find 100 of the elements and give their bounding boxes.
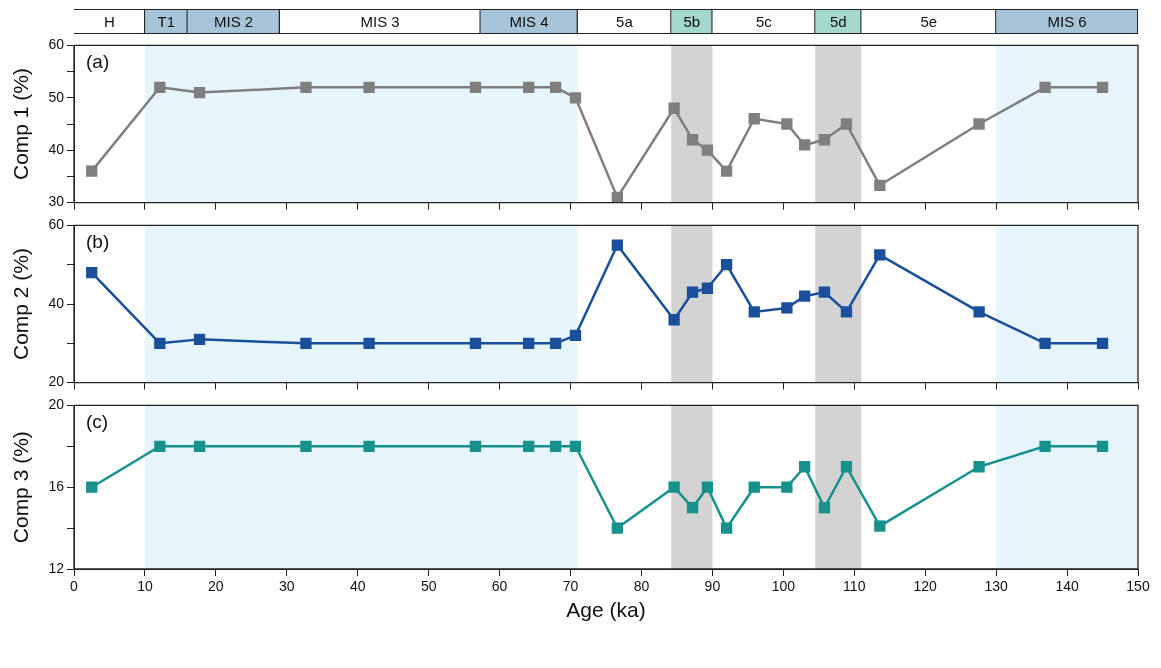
point — [840, 461, 853, 473]
y-axis-title: Comp 1 (%) — [9, 67, 33, 181]
y-tick-label: 20 — [48, 373, 65, 390]
point — [193, 440, 206, 452]
point — [686, 286, 699, 298]
point — [363, 440, 375, 452]
y-tick-label: 12 — [48, 559, 65, 576]
y-axis-title: Comp 2 (%) — [9, 247, 33, 361]
point — [363, 337, 375, 349]
point — [300, 440, 312, 452]
point — [874, 179, 886, 191]
series-label: 5e — [920, 12, 938, 30]
point — [569, 92, 582, 104]
point — [611, 239, 624, 251]
series-label: MIS 2 — [214, 12, 254, 30]
series-label: H — [104, 12, 115, 30]
point — [973, 461, 985, 473]
x-tick-label: 140 — [1055, 578, 1079, 595]
annotation: (b) — [86, 231, 110, 253]
point — [1039, 440, 1051, 452]
point — [569, 440, 582, 452]
x-axis-title: Age (ka) — [566, 598, 646, 622]
point — [523, 440, 535, 452]
point — [469, 337, 482, 349]
point — [720, 259, 733, 271]
y-tick-label: 40 — [48, 294, 65, 311]
annotation: (a) — [86, 51, 110, 73]
x-tick-label: 130 — [984, 578, 1009, 595]
point — [701, 144, 714, 156]
point — [720, 165, 733, 177]
point — [874, 520, 886, 532]
point — [1096, 81, 1109, 93]
point — [1096, 440, 1109, 452]
annotation: (c) — [86, 411, 109, 433]
point — [86, 165, 98, 177]
point — [193, 333, 206, 346]
point — [300, 337, 312, 349]
point — [840, 118, 853, 130]
point — [701, 282, 714, 294]
point — [781, 481, 793, 493]
point — [1039, 337, 1051, 349]
y-tick-label: 50 — [48, 88, 65, 105]
point — [668, 102, 680, 114]
point — [1096, 337, 1109, 349]
point — [781, 302, 793, 314]
point — [818, 286, 831, 298]
point — [86, 266, 98, 279]
y-tick-label: 60 — [48, 36, 65, 53]
x-tick-label: 90 — [704, 578, 721, 595]
series-label: MIS 6 — [1047, 12, 1087, 30]
point — [798, 139, 811, 151]
point — [300, 81, 312, 93]
series-label: MIS 4 — [509, 12, 549, 30]
point — [748, 481, 760, 493]
point — [781, 118, 793, 130]
point — [549, 81, 562, 93]
x-tick-label: 80 — [633, 578, 650, 595]
point — [973, 118, 985, 130]
point — [668, 481, 680, 493]
point — [549, 337, 562, 349]
y-tick-label: 30 — [48, 193, 65, 210]
series-label: 5d — [829, 12, 847, 30]
x-tick-label: 110 — [843, 578, 866, 595]
y-tick-label: 60 — [48, 216, 65, 233]
point — [748, 306, 760, 318]
y-tick-label: 20 — [48, 396, 65, 413]
x-tick-label: 10 — [137, 578, 153, 595]
x-tick-label: 100 — [771, 578, 796, 595]
x-tick-label: 70 — [562, 578, 579, 595]
point — [1039, 81, 1051, 93]
point — [86, 481, 98, 493]
point — [701, 481, 714, 493]
point — [798, 290, 811, 302]
point — [193, 86, 206, 99]
y-tick-label: 16 — [48, 478, 65, 495]
point — [720, 522, 733, 534]
point — [973, 306, 985, 318]
point — [748, 113, 760, 125]
point — [874, 249, 886, 261]
series-label: T1 — [157, 12, 175, 30]
x-tick-label: 60 — [491, 578, 508, 595]
point — [798, 461, 811, 473]
x-tick-label: 50 — [420, 578, 437, 595]
point — [523, 337, 535, 349]
y-tick-label: 40 — [48, 141, 65, 158]
point — [469, 81, 482, 93]
point — [840, 306, 853, 318]
point — [611, 522, 624, 534]
point — [686, 501, 699, 514]
point — [154, 440, 166, 452]
point — [686, 134, 699, 146]
series-label: MIS 3 — [360, 12, 400, 30]
x-tick-label: 0 — [70, 578, 79, 595]
series-label: 5b — [683, 12, 701, 30]
x-tick-label: 30 — [279, 578, 295, 595]
point — [469, 440, 482, 452]
y-axis-title: Comp 3 (%) — [9, 431, 33, 544]
x-tick-label: 20 — [208, 578, 224, 595]
point — [523, 81, 535, 93]
x-tick-label: 120 — [913, 578, 938, 595]
